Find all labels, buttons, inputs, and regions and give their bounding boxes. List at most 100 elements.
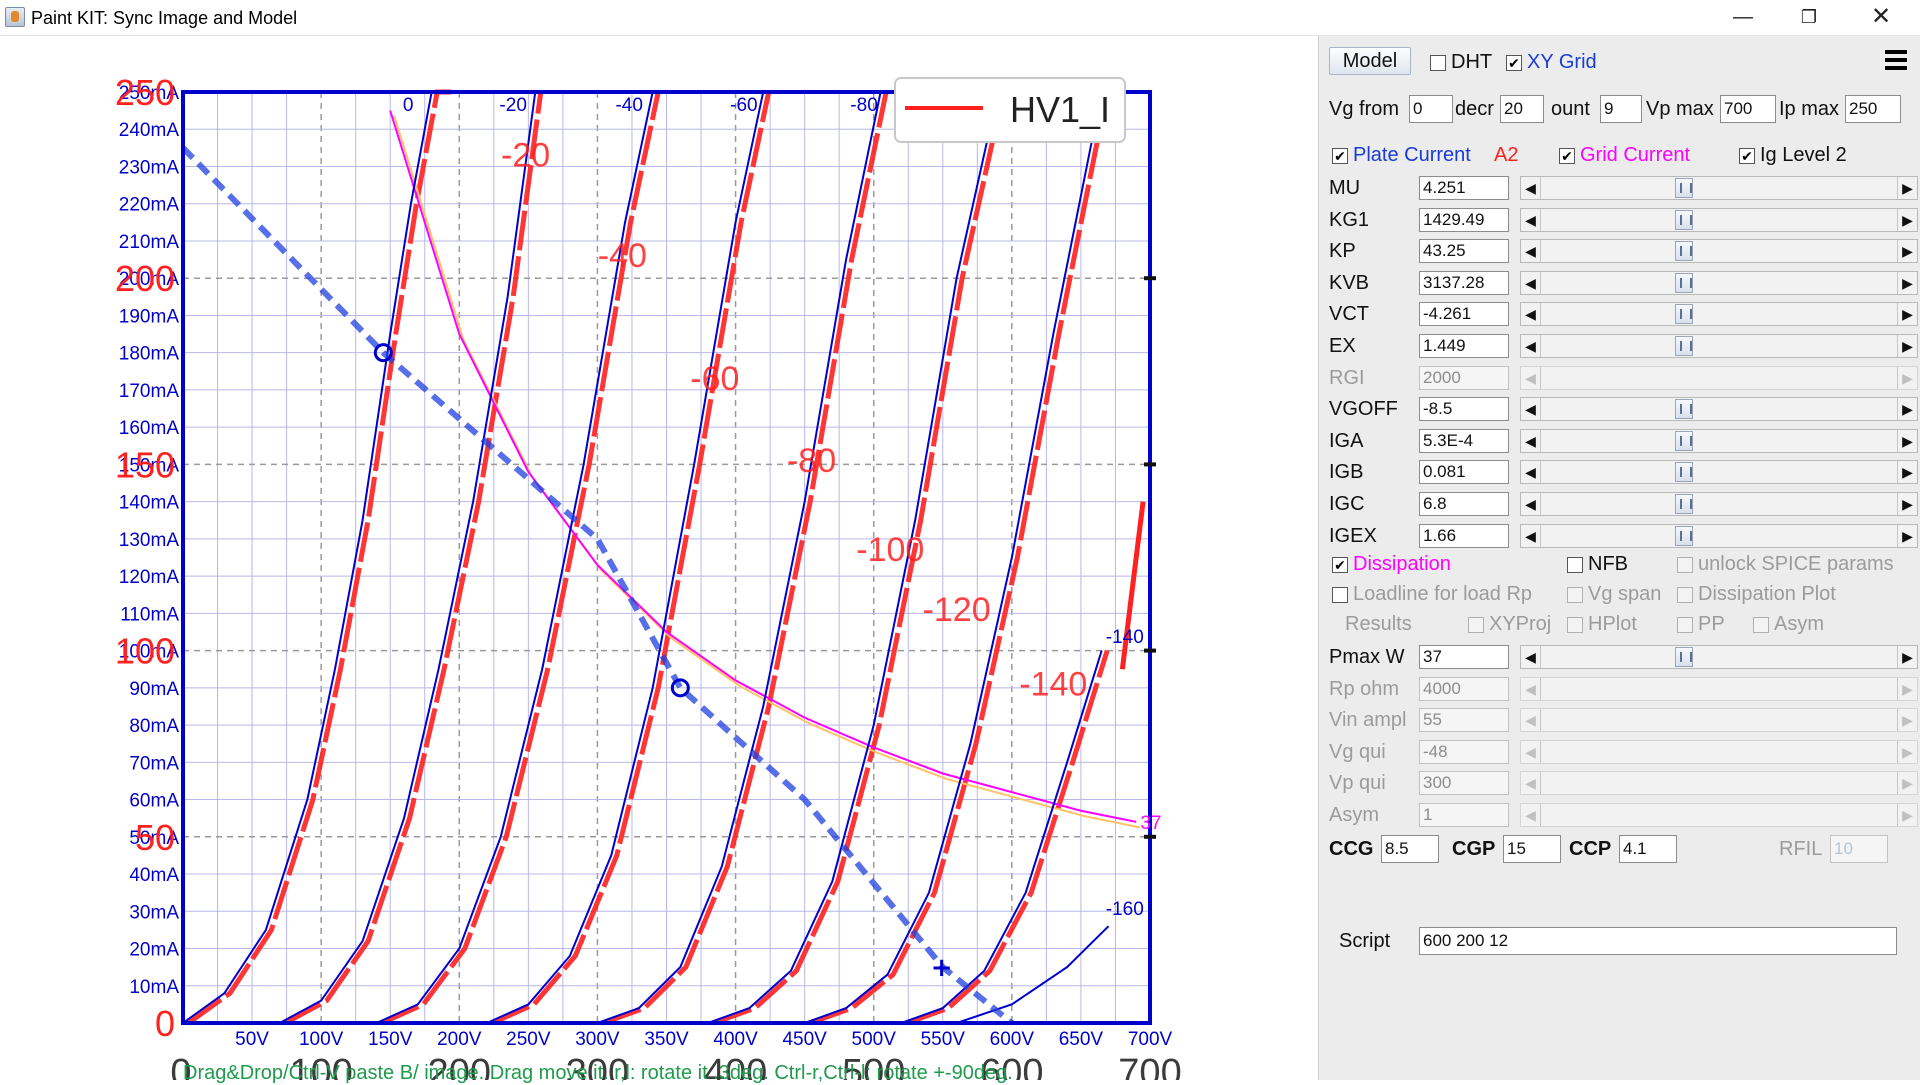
param-vg-qui-input[interactable]: -48 <box>1419 739 1509 764</box>
param-ex-input[interactable]: 1.449 <box>1419 334 1509 358</box>
param-vp-qui-input[interactable]: 300 <box>1419 771 1509 796</box>
ip-max-input[interactable]: 250 <box>1845 95 1901 123</box>
param-vct-input[interactable]: -4.261 <box>1419 302 1509 327</box>
param-iga-input[interactable]: 5.3E-4 <box>1419 428 1509 453</box>
slider-thumb[interactable] <box>1675 209 1693 230</box>
slider-right-arrow-icon[interactable]: ▶ <box>1897 177 1917 199</box>
param-asym-slider[interactable]: ◀ ▶ <box>1520 803 1918 827</box>
param-vin-ampl-input[interactable]: 55 <box>1419 708 1509 733</box>
dissipation-plot-checkbox[interactable] <box>1677 587 1693 603</box>
slider-left-arrow-icon[interactable]: ◀ <box>1521 740 1541 763</box>
param-mu-slider[interactable]: ◀ ▶ <box>1520 176 1918 200</box>
slider-left-arrow-icon[interactable]: ◀ <box>1521 461 1541 484</box>
decr-input[interactable]: 20 <box>1500 95 1544 123</box>
slider-left-arrow-icon[interactable]: ◀ <box>1521 804 1541 826</box>
cgp-input[interactable]: 15 <box>1503 835 1561 863</box>
slider-left-arrow-icon[interactable]: ◀ <box>1521 772 1541 795</box>
slider-left-arrow-icon[interactable]: ◀ <box>1521 677 1541 700</box>
dissipation-checkbox[interactable]: ✔ <box>1332 557 1348 573</box>
param-igb-input[interactable]: 0.081 <box>1419 460 1509 485</box>
param-igex-input[interactable]: 1.66 <box>1419 523 1509 548</box>
param-rp-ohm-input[interactable]: 4000 <box>1419 676 1509 701</box>
plate-current-checkbox[interactable]: ✔ <box>1332 148 1348 164</box>
ccp-input[interactable]: 4.1 <box>1619 835 1677 863</box>
slider-left-arrow-icon[interactable]: ◀ <box>1521 709 1541 732</box>
slider-right-arrow-icon[interactable]: ▶ <box>1897 677 1917 700</box>
slider-thumb[interactable] <box>1675 241 1693 262</box>
slider-left-arrow-icon[interactable]: ◀ <box>1521 335 1541 357</box>
param-kg1-input[interactable]: 1429.49 <box>1419 207 1509 232</box>
slider-thumb[interactable] <box>1675 462 1693 483</box>
slider-left-arrow-icon[interactable]: ◀ <box>1521 271 1541 294</box>
slider-right-arrow-icon[interactable]: ▶ <box>1897 398 1917 421</box>
slider-left-arrow-icon[interactable]: ◀ <box>1521 429 1541 452</box>
count-input[interactable]: 9 <box>1600 95 1642 123</box>
param-vgoff-input[interactable]: -8.5 <box>1419 397 1509 422</box>
slider-right-arrow-icon[interactable]: ▶ <box>1897 240 1917 263</box>
param-asym-input[interactable]: 1 <box>1419 803 1509 827</box>
param-igex-slider[interactable]: ◀ ▶ <box>1520 523 1918 548</box>
param-igb-slider[interactable]: ◀ ▶ <box>1520 460 1918 485</box>
slider-right-arrow-icon[interactable]: ▶ <box>1897 461 1917 484</box>
param-rp-ohm-slider[interactable]: ◀ ▶ <box>1520 676 1918 701</box>
slider-left-arrow-icon[interactable]: ◀ <box>1521 366 1541 389</box>
hplot-checkbox[interactable] <box>1567 617 1583 633</box>
param-iga-slider[interactable]: ◀ ▶ <box>1520 428 1918 453</box>
param-rgi-input[interactable]: 2000 <box>1419 365 1509 390</box>
slider-thumb[interactable] <box>1675 494 1693 514</box>
param-igc-slider[interactable]: ◀ ▶ <box>1520 492 1918 516</box>
vg-span-checkbox[interactable] <box>1567 587 1583 603</box>
slider-right-arrow-icon[interactable]: ▶ <box>1897 271 1917 294</box>
slider-left-arrow-icon[interactable]: ◀ <box>1521 303 1541 326</box>
model-button[interactable]: Model <box>1329 47 1411 75</box>
slider-thumb[interactable] <box>1675 399 1693 420</box>
slider-thumb[interactable] <box>1675 336 1693 356</box>
slider-left-arrow-icon[interactable]: ◀ <box>1521 646 1541 668</box>
close-button[interactable]: ✕ <box>1870 3 1892 30</box>
param-vp-qui-slider[interactable]: ◀ ▶ <box>1520 771 1918 796</box>
param-vct-slider[interactable]: ◀ ▶ <box>1520 302 1918 327</box>
slider-left-arrow-icon[interactable]: ◀ <box>1521 524 1541 547</box>
ig-level-checkbox[interactable]: ✔ <box>1739 148 1755 164</box>
slider-thumb[interactable] <box>1675 178 1693 198</box>
slider-right-arrow-icon[interactable]: ▶ <box>1897 646 1917 668</box>
slider-left-arrow-icon[interactable]: ◀ <box>1521 493 1541 515</box>
unlock-spice-checkbox[interactable] <box>1677 557 1693 573</box>
vg-from-input[interactable]: 0 <box>1409 95 1453 123</box>
param-vgoff-slider[interactable]: ◀ ▶ <box>1520 397 1918 422</box>
loadline-checkbox[interactable] <box>1332 587 1348 603</box>
param-igc-input[interactable]: 6.8 <box>1419 492 1509 516</box>
param-pmax-w-input[interactable]: 37 <box>1419 645 1509 669</box>
slider-right-arrow-icon[interactable]: ▶ <box>1897 366 1917 389</box>
grid-current-checkbox[interactable]: ✔ <box>1559 148 1575 164</box>
slider-right-arrow-icon[interactable]: ▶ <box>1897 709 1917 732</box>
slider-left-arrow-icon[interactable]: ◀ <box>1521 398 1541 421</box>
xy-grid-checkbox[interactable]: ✔ <box>1506 55 1522 71</box>
slider-right-arrow-icon[interactable]: ▶ <box>1897 208 1917 231</box>
dht-checkbox[interactable] <box>1430 55 1446 71</box>
vp-max-input[interactable]: 700 <box>1720 95 1776 123</box>
ccg-input[interactable]: 8.5 <box>1381 835 1439 863</box>
slider-left-arrow-icon[interactable]: ◀ <box>1521 177 1541 199</box>
slider-right-arrow-icon[interactable]: ▶ <box>1897 429 1917 452</box>
slider-thumb[interactable] <box>1675 272 1693 293</box>
param-vg-qui-slider[interactable]: ◀ ▶ <box>1520 739 1918 764</box>
rfil-input[interactable]: 10 <box>1830 835 1888 863</box>
asym-checkbox[interactable] <box>1753 617 1769 633</box>
slider-right-arrow-icon[interactable]: ▶ <box>1897 740 1917 763</box>
param-kp-slider[interactable]: ◀ ▶ <box>1520 239 1918 264</box>
slider-right-arrow-icon[interactable]: ▶ <box>1897 303 1917 326</box>
slider-right-arrow-icon[interactable]: ▶ <box>1897 335 1917 357</box>
param-mu-input[interactable]: 4.251 <box>1419 176 1509 200</box>
xyproj-checkbox[interactable] <box>1468 617 1484 633</box>
param-kvb-input[interactable]: 3137.28 <box>1419 270 1509 295</box>
param-ex-slider[interactable]: ◀ ▶ <box>1520 334 1918 358</box>
slider-thumb[interactable] <box>1675 525 1693 546</box>
param-vin-ampl-slider[interactable]: ◀ ▶ <box>1520 708 1918 733</box>
param-kvb-slider[interactable]: ◀ ▶ <box>1520 270 1918 295</box>
slider-thumb[interactable] <box>1675 647 1693 667</box>
slider-right-arrow-icon[interactable]: ▶ <box>1897 493 1917 515</box>
pp-checkbox[interactable] <box>1677 617 1693 633</box>
plate-curve-chart[interactable]: +10mA 20mA 30mA 40mA 50mA 60mA 70mA 80mA 90mA 100… <box>0 36 1318 1080</box>
slider-left-arrow-icon[interactable]: ◀ <box>1521 208 1541 231</box>
